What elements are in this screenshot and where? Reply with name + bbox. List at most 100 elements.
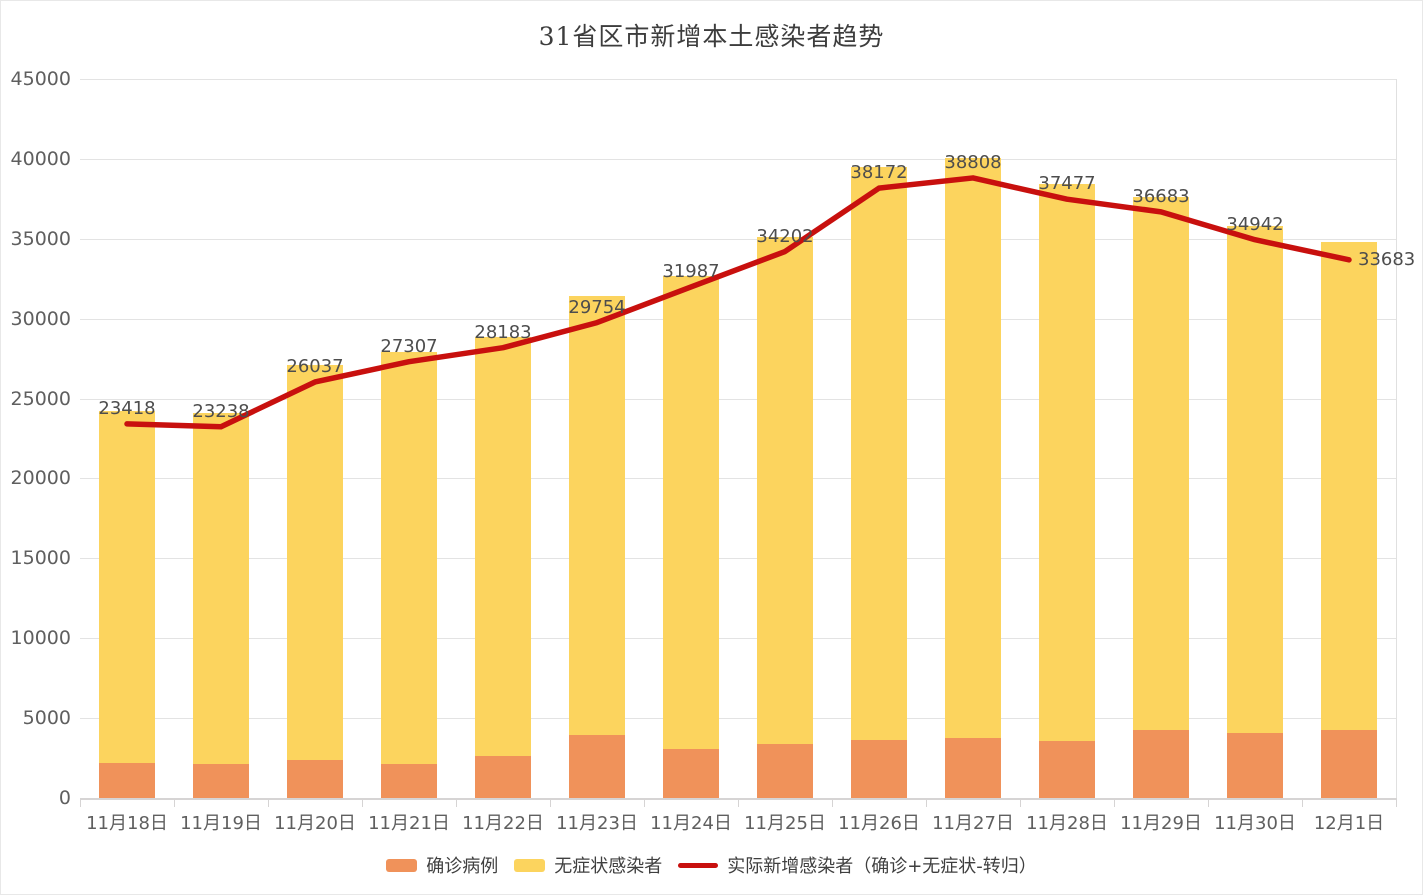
bar-segment-confirmed: [1321, 730, 1377, 798]
data-label: 37477: [1038, 173, 1096, 195]
gridline: [80, 238, 1396, 240]
data-label: 28183: [474, 321, 532, 343]
bar-segment-confirmed: [381, 763, 437, 798]
x-axis-category-label: 11月22日: [462, 813, 544, 834]
legend-label-confirmed: 确诊病例: [426, 856, 499, 877]
x-axis-tick: [832, 800, 833, 807]
legend-item-confirmed: 确诊病例: [386, 852, 498, 878]
bar-segment-asymptomatic: [193, 412, 249, 764]
bar-segment-confirmed: [99, 762, 155, 798]
data-label: 27307: [380, 335, 438, 357]
legend-item-trend-line: 实际新增感染者（确诊+无症状-转归）: [678, 852, 1037, 878]
y-axis-tick-label: 0: [58, 787, 71, 809]
x-axis-tick: [268, 800, 269, 807]
bar-segment-asymptomatic: [1133, 197, 1189, 731]
y-axis-tick-label: 45000: [10, 68, 71, 90]
bar-segment-confirmed: [757, 743, 813, 798]
x-axis-category-label: 11月27日: [932, 813, 1014, 834]
trend-line-layer: [124, 175, 1352, 430]
y-axis-tick-label: 10000: [10, 627, 71, 650]
bar-segment-asymptomatic: [851, 166, 907, 740]
x-axis-category-label: 11月30日: [1214, 813, 1296, 834]
data-label: 33683: [1358, 248, 1416, 270]
x-axis-tick: [550, 800, 551, 807]
x-axis-tick: [456, 800, 457, 807]
x-axis-category-label: 11月24日: [650, 813, 732, 834]
x-axis-tick: [1114, 800, 1115, 807]
x-axis-category-label: 11月26日: [838, 813, 920, 834]
data-label: 38808: [944, 151, 1002, 173]
x-axis-tick: [926, 800, 927, 807]
asymptomatic-swatch-icon: [514, 858, 546, 872]
bar-segment-asymptomatic: [1039, 184, 1095, 742]
bar-segment-confirmed: [193, 763, 249, 798]
plot-area: 23418 23238 26037 27307 28183 29754 31987 34202…: [80, 79, 1415, 798]
data-label: 23418: [98, 397, 156, 419]
bar-segment-asymptomatic: [287, 365, 343, 761]
data-label: 23238: [192, 400, 250, 422]
x-axis-tick: [644, 800, 645, 807]
x-axis-line: [80, 798, 1397, 800]
x-axis-tick: [1020, 800, 1021, 807]
x-axis-tick: [1208, 800, 1209, 807]
bar-segment-confirmed: [1039, 741, 1095, 798]
bar-segment-confirmed: [475, 755, 531, 798]
gridline: [80, 158, 1396, 160]
x-axis-category-label: 11月18日: [86, 813, 168, 834]
x-axis-category-label: 11月21日: [368, 813, 450, 834]
bar-segment-asymptomatic: [569, 295, 625, 736]
bar-segment-asymptomatic: [663, 275, 719, 750]
confirmed-swatch-icon: [386, 858, 418, 872]
y-axis-tick-label: 35000: [10, 227, 71, 250]
data-label: 34202: [756, 225, 814, 247]
y-axis-tick-label: 15000: [10, 547, 71, 570]
bar-segment-confirmed: [1133, 730, 1189, 798]
data-label: 29754: [568, 296, 626, 318]
y-axis-tick-label: 25000: [10, 387, 71, 410]
bar-segment-confirmed: [945, 738, 1001, 798]
data-label: 36683: [1132, 185, 1190, 207]
x-axis-tick: [1396, 800, 1397, 807]
x-axis-category-label: 12月1日: [1313, 813, 1385, 834]
bar-segment-asymptomatic: [475, 336, 531, 756]
bar-segment-confirmed: [663, 749, 719, 798]
x-axis-tick: [1302, 800, 1303, 807]
bar-segment-asymptomatic: [1227, 226, 1283, 733]
x-axis-tick: [80, 800, 81, 807]
bar-segment-asymptomatic: [99, 411, 155, 763]
x-axis-category-label: 11月28日: [1026, 813, 1108, 834]
trend-line-swatch-icon: [678, 862, 719, 868]
legend-label-asymptomatic: 无症状感染者: [554, 856, 663, 877]
bar-segment-asymptomatic: [1321, 242, 1377, 731]
legend-item-asymptomatic: 无症状感染者: [514, 852, 662, 878]
x-axis-tick: [174, 800, 175, 807]
legend: 确诊病例 无症状感染者 实际新增感染者（确诊+无症状-转归）: [1, 852, 1422, 878]
bar-segment-confirmed: [287, 760, 343, 798]
gridline: [80, 478, 1396, 480]
data-label: 34942: [1226, 213, 1284, 235]
x-axis-category-label: 11月29日: [1120, 813, 1202, 834]
bar-segment-asymptomatic: [757, 236, 813, 744]
data-label: 26037: [286, 355, 344, 377]
gridline: [80, 79, 1396, 80]
data-label: 38172: [850, 162, 908, 184]
x-axis-category-label: 11月20日: [274, 813, 356, 834]
chart-title: 31省区市新增本土感染者趋势: [538, 22, 885, 51]
infection-trend-line: [124, 175, 1352, 430]
gridline: [80, 558, 1396, 560]
bar-segment-asymptomatic: [381, 352, 437, 764]
gridline: [80, 398, 1396, 400]
bar-segment-confirmed: [569, 735, 625, 798]
gridline: [80, 318, 1396, 320]
y-axis-tick-label: 40000: [10, 147, 71, 170]
legend-label-trend-line: 实际新增感染者（确诊+无症状-转归）: [727, 856, 1037, 877]
x-axis-category-label: 11月25日: [744, 813, 826, 834]
bar-segment-confirmed: [1227, 732, 1283, 798]
y-axis-tick-label: 30000: [10, 307, 71, 330]
x-axis-category-label: 11月19日: [180, 813, 262, 834]
bar-segment-asymptomatic: [945, 158, 1001, 739]
x-axis-tick: [362, 800, 363, 807]
data-label: 31987: [662, 260, 720, 282]
x-axis-category-label: 11月23日: [556, 813, 638, 834]
